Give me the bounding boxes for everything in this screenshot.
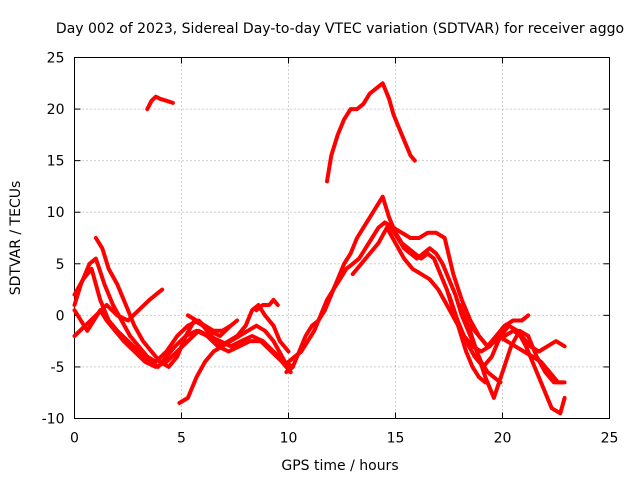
y-tick-label: 15 [47,154,65,170]
plot-frame [74,57,610,419]
x-tick-label: 15 [387,431,405,447]
x-axis-label: GPS time / hours [281,458,398,474]
x-tick-label: 10 [280,431,298,447]
y-tick-label: 10 [47,205,65,221]
x-tick-label: 25 [601,431,619,447]
series-line-s8 [254,297,280,313]
series-line-s5 [93,236,291,369]
y-tick-label: -10 [42,412,65,428]
series-line-s9 [145,94,175,112]
y-tick-label: 25 [47,51,65,67]
series-line-s17 [468,313,531,349]
y-tick-label: 5 [56,257,65,273]
series-line-s10 [325,81,417,184]
series-line-s2 [72,287,165,338]
x-tick-label: 5 [177,431,186,447]
series-line-s12 [286,220,503,385]
y-tick-label: -5 [51,360,65,376]
series-line-s6 [177,323,293,405]
y-tick-labels: 25 20 15 10 5 0 -5 -10 [42,51,65,428]
series-line-s1 [72,266,293,375]
series-line-s16 [457,303,565,400]
series-line-s7 [185,313,233,333]
y-tick-label: 0 [56,308,65,324]
x-tick-label: 0 [70,431,79,447]
ticks [74,57,610,419]
series-line-s15 [447,292,567,416]
series-group [72,81,567,416]
x-tick-label: 20 [494,431,512,447]
y-axis-label: SDTVAR / TECUs [8,181,24,296]
chart-title: Day 002 of 2023, Sidereal Day-to-day VTE… [56,21,624,37]
x-tick-labels: 0 5 10 15 20 25 [70,431,618,447]
series-line-s4 [72,308,295,369]
y-tick-label: 20 [47,102,65,118]
